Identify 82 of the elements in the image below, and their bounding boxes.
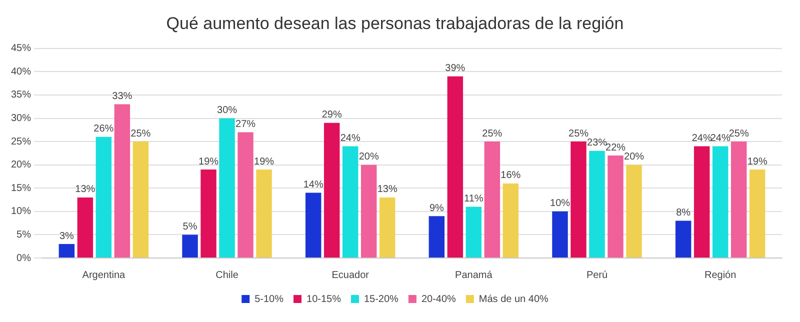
x-tick-label: Panamá [455,270,493,281]
data-label: 33% [112,91,132,102]
bar [219,118,235,258]
y-tick-label: 45% [11,43,32,54]
bar [626,164,642,258]
data-label: 25% [728,128,749,140]
bar [305,192,322,258]
x-tick-label: Argentina [82,270,126,281]
data-label: 29% [322,110,342,121]
bar [694,146,710,258]
data-label: 25% [482,128,502,140]
y-tick-label: 35% [11,90,32,101]
data-label: 23% [586,138,608,149]
bar [552,211,568,258]
bar [324,122,340,258]
bar [96,136,112,258]
y-tick-label: 10% [11,206,32,218]
data-label: 13% [377,184,398,196]
legend-label: 20-40% [421,294,456,305]
data-label: 20% [624,152,644,163]
data-label: 19% [198,156,219,168]
data-label: 39% [445,63,466,74]
data-label: 27% [236,118,256,130]
bar [466,206,482,258]
y-tick-label: 25% [11,136,32,148]
data-label: 26% [94,124,114,135]
chart-title: Qué aumento desean las personas trabajadoras de la región [166,14,624,33]
data-label: 11% [464,194,484,205]
x-tick-label: Región [704,270,736,281]
data-label: 10% [550,198,570,210]
y-tick-label: 30% [11,113,32,124]
y-tick-label: 40% [11,66,32,78]
legend-label: 5-10% [254,294,284,305]
data-label: 5% [182,221,198,232]
data-label: 22% [605,142,626,154]
y-tick-label: 5% [16,229,32,240]
bar [132,142,149,258]
bar [379,197,396,258]
data-label: 3% [59,230,74,242]
data-label: 25% [130,128,151,140]
data-label: 24% [692,132,712,144]
bar [360,164,377,258]
data-label: 24% [710,132,730,144]
y-tick-label: 0% [16,252,32,264]
bar [342,146,358,258]
data-label: 24% [340,132,360,144]
x-tick-label: Chile [216,270,239,281]
bar [256,170,272,258]
bar [77,197,94,258]
bar [58,244,75,258]
bar [675,220,692,258]
bar [749,170,766,258]
y-tick-label: 15% [11,182,32,194]
legend-label: 15-20% [364,294,399,305]
bar [114,104,130,258]
data-label: 20% [358,152,379,163]
bar [589,150,605,258]
data-label: 19% [254,156,274,168]
data-label: 13% [75,184,96,196]
bar [447,76,464,258]
bar [200,170,216,258]
data-label: 14% [303,180,324,191]
legend-label: Más de un 40% [478,294,549,305]
bar [238,132,254,258]
x-tick-label: Ecuador [332,270,370,281]
legend-label: 10-15% [306,294,342,305]
bar [484,142,500,258]
data-label: 25% [568,128,589,140]
data-label: 30% [217,105,238,116]
bar [502,183,519,258]
data-label: 8% [676,207,691,218]
bar [428,216,445,258]
bar [712,146,728,258]
bar [570,142,586,258]
bar [608,156,624,258]
data-label: 19% [747,156,768,168]
y-tick-label: 20% [11,160,32,171]
bar [730,142,747,258]
bar [182,234,198,258]
x-tick-label: Perú [586,270,608,281]
data-label: 16% [500,170,521,182]
data-label: 9% [429,202,444,214]
